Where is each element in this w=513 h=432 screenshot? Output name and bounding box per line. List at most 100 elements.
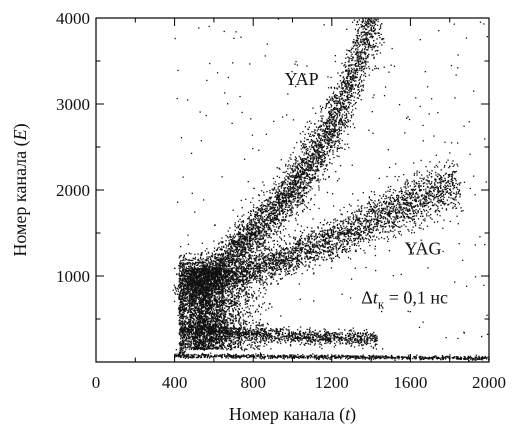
data-point — [414, 210, 416, 212]
data-point — [360, 90, 363, 92]
data-point — [287, 160, 290, 162]
data-point — [234, 245, 236, 248]
data-point — [188, 259, 190, 261]
data-point — [264, 235, 266, 237]
data-point — [398, 195, 400, 197]
data-point — [328, 131, 330, 133]
data-point — [274, 221, 276, 224]
data-point — [301, 195, 304, 197]
data-point — [351, 84, 353, 86]
data-point — [315, 143, 317, 145]
data-point — [344, 80, 347, 82]
data-point — [291, 168, 293, 171]
data-point — [273, 268, 276, 270]
data-point — [274, 181, 276, 183]
data-point — [369, 32, 371, 34]
data-point — [240, 244, 242, 247]
data-point — [308, 146, 311, 148]
data-point — [307, 156, 309, 158]
data-point — [362, 40, 364, 43]
data-point — [334, 119, 336, 121]
data-point — [269, 208, 271, 211]
data-point — [361, 22, 363, 24]
data-point — [229, 236, 231, 238]
data-point — [358, 45, 361, 47]
data-point — [359, 248, 362, 250]
data-point — [292, 174, 294, 176]
data-point — [232, 237, 234, 239]
data-point — [320, 245, 323, 247]
data-point — [311, 179, 313, 181]
data-point — [344, 127, 346, 129]
data-point — [366, 21, 368, 23]
data-point — [344, 106, 347, 108]
data-point — [307, 166, 309, 168]
data-point — [296, 189, 299, 191]
data-point — [240, 199, 242, 202]
data-point — [288, 173, 290, 175]
data-point — [364, 45, 366, 47]
data-point — [284, 179, 286, 181]
data-point — [304, 133, 306, 135]
data-point — [274, 223, 276, 225]
data-point — [330, 113, 332, 116]
data-point — [231, 247, 233, 249]
data-point — [273, 260, 275, 262]
data-point — [248, 232, 251, 234]
data-point — [217, 264, 219, 266]
data-point — [263, 221, 265, 224]
data-point — [252, 250, 255, 253]
data-point — [348, 73, 350, 75]
data-point — [258, 218, 260, 221]
data-point — [258, 226, 260, 228]
data-point — [314, 162, 316, 164]
data-point — [243, 239, 246, 241]
data-point — [283, 252, 285, 255]
data-point — [331, 146, 333, 148]
data-point — [305, 175, 307, 177]
data-point — [401, 197, 403, 199]
data-point — [267, 233, 269, 235]
data-point — [315, 156, 317, 158]
data-point — [317, 169, 319, 171]
data-point — [348, 104, 351, 106]
data-point — [344, 117, 346, 119]
data-point — [313, 231, 315, 233]
data-point — [238, 255, 240, 257]
data-point — [329, 117, 331, 119]
data-point — [366, 34, 368, 36]
data-point — [332, 109, 334, 112]
data-point — [251, 229, 253, 231]
data-point — [246, 238, 248, 240]
data-point — [329, 144, 331, 146]
data-point — [354, 84, 356, 87]
data-point — [282, 193, 284, 195]
data-point — [273, 212, 275, 214]
data-point — [242, 220, 244, 222]
data-point — [352, 78, 354, 80]
data-point — [389, 190, 391, 193]
data-point — [387, 240, 389, 242]
data-point — [275, 196, 278, 199]
data-point — [433, 199, 435, 201]
data-point — [250, 225, 252, 227]
data-point — [270, 221, 272, 223]
data-point — [441, 177, 443, 179]
data-point — [288, 196, 290, 199]
data-point — [380, 33, 382, 35]
data-point — [240, 229, 242, 231]
data-point — [329, 119, 331, 121]
data-point — [217, 247, 219, 249]
data-point — [344, 61, 346, 64]
data-point — [183, 279, 185, 281]
data-point — [285, 272, 287, 274]
data-point — [299, 157, 301, 159]
data-point — [371, 25, 374, 27]
data-point — [243, 244, 245, 246]
data-point — [344, 148, 346, 150]
data-point — [309, 165, 311, 167]
data-point — [319, 138, 322, 140]
data-point — [297, 196, 299, 198]
data-point — [348, 59, 350, 61]
data-point — [301, 172, 303, 174]
